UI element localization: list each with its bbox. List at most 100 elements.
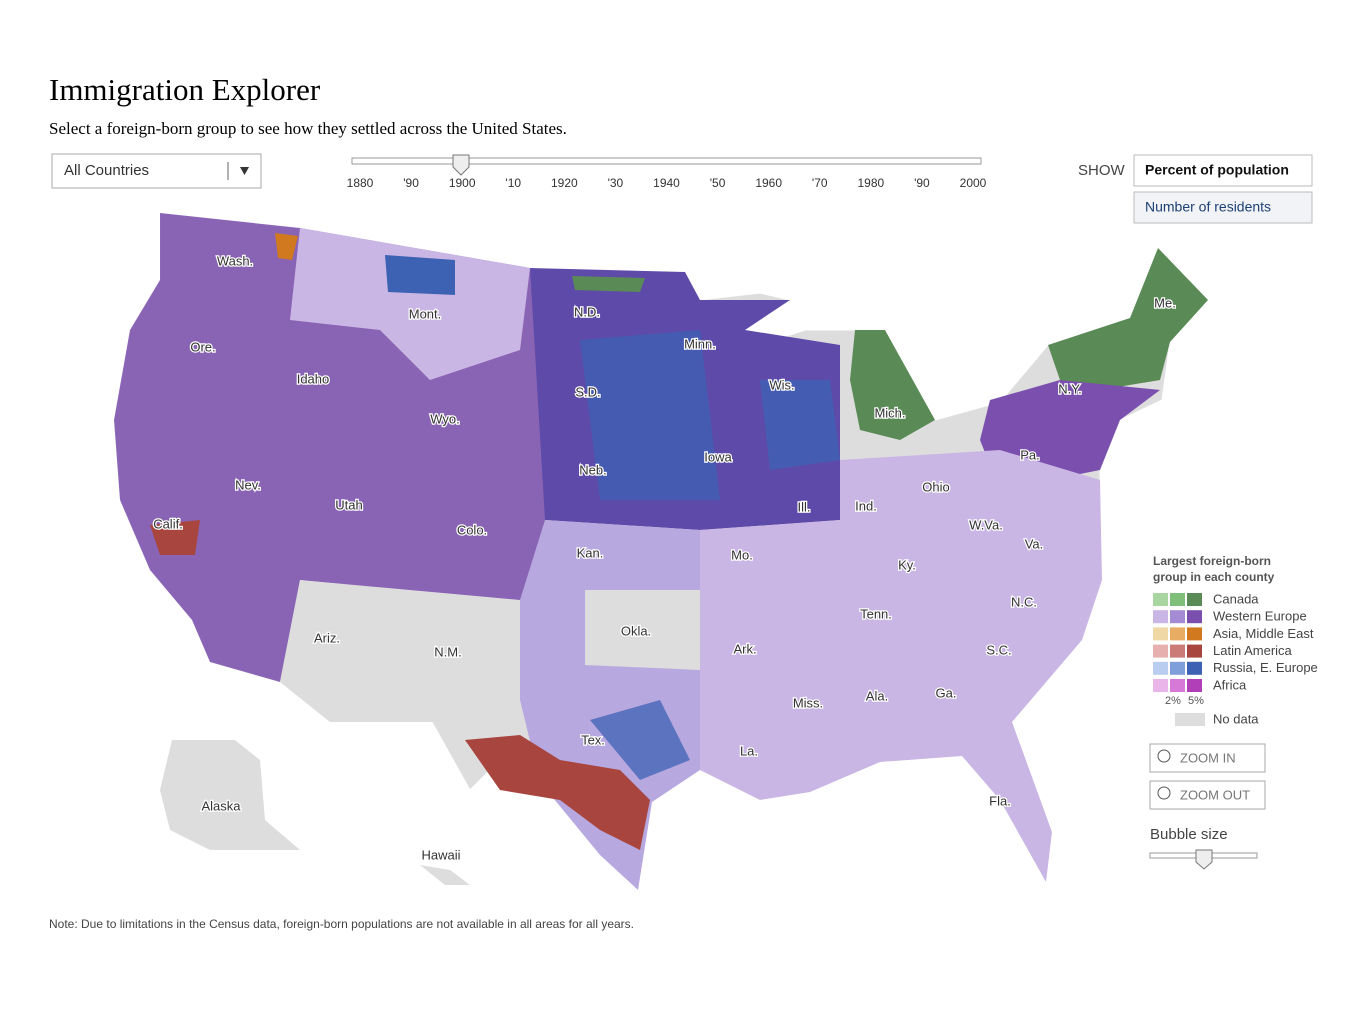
timeline-tick[interactable]: '10 bbox=[505, 176, 521, 190]
state-label: N.D. bbox=[574, 304, 600, 319]
state-label: Okla. bbox=[621, 623, 651, 638]
region-tex-east bbox=[590, 700, 690, 780]
dropdown-text[interactable]: All Countries bbox=[64, 162, 149, 179]
legend-label: Western Europe bbox=[1213, 609, 1307, 624]
state-labels: Wash. Mont. Ore. Idaho N.D. Minn. S.D. Wis. Mich… bbox=[152, 252, 1177, 864]
state-label: Hawaii bbox=[421, 847, 460, 862]
timeline-tick[interactable]: 2000 bbox=[960, 176, 987, 190]
state-label: Tex. bbox=[581, 732, 605, 747]
state-label: Miss. bbox=[793, 695, 823, 710]
bubble-thumb[interactable] bbox=[1195, 849, 1213, 870]
timeline-tick[interactable]: '50 bbox=[710, 176, 726, 190]
option-text[interactable]: Percent of population bbox=[1145, 162, 1289, 178]
state-label: N.C. bbox=[1011, 594, 1037, 609]
legend-scale: 2% bbox=[1165, 695, 1181, 707]
zoom-icon[interactable] bbox=[1157, 786, 1171, 800]
legend-swatch bbox=[1170, 679, 1185, 692]
timeline-tick[interactable]: '30 bbox=[608, 176, 624, 190]
no-data-label: No data bbox=[1213, 711, 1259, 726]
region-calif-latam bbox=[150, 520, 200, 555]
state-label: Ga. bbox=[936, 685, 957, 700]
legend-swatch bbox=[1187, 644, 1202, 658]
region-mountain bbox=[290, 228, 530, 380]
legend-swatch bbox=[1187, 610, 1202, 624]
alaska[interactable] bbox=[160, 740, 300, 850]
legend-title: group in each county bbox=[1153, 570, 1275, 584]
option[interactable] bbox=[1133, 191, 1313, 224]
state-label: N.M. bbox=[434, 644, 461, 659]
zoom-icon[interactable] bbox=[1157, 749, 1171, 763]
region-mich bbox=[850, 330, 935, 440]
region-maine bbox=[1048, 248, 1208, 390]
legend-swatch bbox=[1153, 661, 1168, 675]
state-label: S.C. bbox=[986, 642, 1011, 657]
dropdown[interactable]: All Countries bbox=[51, 153, 262, 189]
timeline-tick[interactable]: '70 bbox=[812, 176, 828, 190]
timeline-tick[interactable]: 1920 bbox=[551, 176, 578, 190]
state-label: Neb. bbox=[579, 462, 606, 477]
timeline-tick[interactable]: 1900 bbox=[449, 176, 476, 190]
legend-swatch bbox=[1153, 627, 1168, 641]
option-selected[interactable] bbox=[1133, 154, 1313, 187]
map[interactable]: Wash. Mont. Ore. Idaho N.D. Minn. S.D. Wis. Mich… bbox=[113, 212, 1209, 891]
state-label: Mont. bbox=[409, 306, 442, 321]
legend-label: Africa bbox=[1213, 677, 1247, 692]
region-nd-canada bbox=[572, 276, 645, 292]
legend-swatch bbox=[1153, 610, 1168, 624]
legend-swatch bbox=[1153, 644, 1168, 658]
legend-swatch bbox=[1187, 627, 1202, 641]
state-label: S.D. bbox=[575, 384, 600, 399]
state-label: N.Y. bbox=[1058, 381, 1082, 396]
state-label: Minn. bbox=[684, 336, 716, 351]
zoom-out-text[interactable]: ZOOM OUT bbox=[1180, 787, 1250, 802]
title: Immigration Explorer bbox=[49, 72, 321, 107]
timeline-tick[interactable]: 1880 bbox=[347, 176, 374, 190]
timeline-tick[interactable]: '90 bbox=[914, 176, 930, 190]
zoom-in-text[interactable]: ZOOM IN bbox=[1180, 750, 1236, 765]
region-wis-blue bbox=[760, 380, 840, 470]
state-label: Wyo. bbox=[430, 411, 460, 426]
state-label: Calif. bbox=[153, 516, 183, 531]
state-label: Mo. bbox=[731, 547, 753, 562]
state-label: Kan. bbox=[577, 545, 604, 560]
state-label: Ky. bbox=[898, 557, 916, 572]
timeline-tick[interactable]: 1960 bbox=[755, 176, 782, 190]
bubble-size-label: Bubble size bbox=[1150, 826, 1228, 843]
show-label: SHOW bbox=[1078, 162, 1126, 179]
timeline-tick[interactable]: '90 bbox=[403, 176, 419, 190]
legend-swatch bbox=[1153, 679, 1168, 692]
legend-label: Russia, E. Europe bbox=[1213, 660, 1318, 675]
state-label: La. bbox=[740, 743, 758, 758]
state-label: Tenn. bbox=[860, 606, 892, 621]
hawaii[interactable] bbox=[420, 865, 470, 885]
legend-label: Latin America bbox=[1213, 643, 1293, 658]
timeline[interactable]: 1880 '90 1900 '10 1920 '30 1940 '50 1960 '70 1980 '… bbox=[347, 154, 987, 190]
region-asia bbox=[275, 233, 298, 260]
state-label: Colo. bbox=[457, 522, 487, 537]
legend-swatch bbox=[1187, 679, 1202, 692]
legend-swatch bbox=[1153, 593, 1168, 606]
legend-swatch bbox=[1187, 593, 1202, 606]
slider-track[interactable] bbox=[351, 157, 982, 165]
state-label: Idaho bbox=[297, 371, 330, 386]
region-mont-blue bbox=[385, 255, 455, 295]
legend-swatch bbox=[1170, 610, 1185, 624]
slider-thumb[interactable] bbox=[452, 154, 470, 176]
state-label: Nev. bbox=[235, 477, 261, 492]
state-label: Alaska bbox=[201, 798, 241, 813]
state-label: Pa. bbox=[1020, 447, 1040, 462]
legend-swatch bbox=[1187, 661, 1202, 675]
state-label: Me. bbox=[1154, 295, 1176, 310]
arrow[interactable] bbox=[240, 167, 249, 175]
state-label: W.Va. bbox=[969, 517, 1003, 532]
timeline-tick[interactable]: 1940 bbox=[653, 176, 680, 190]
option-text[interactable]: Number of residents bbox=[1145, 199, 1271, 215]
no-data-swatch bbox=[1175, 713, 1205, 726]
dropdown-box[interactable] bbox=[51, 153, 262, 189]
timeline-tick[interactable]: 1980 bbox=[857, 176, 884, 190]
state-label: Ill. bbox=[798, 499, 811, 514]
region-southwest bbox=[280, 580, 520, 722]
state-label: Utah bbox=[335, 497, 362, 512]
